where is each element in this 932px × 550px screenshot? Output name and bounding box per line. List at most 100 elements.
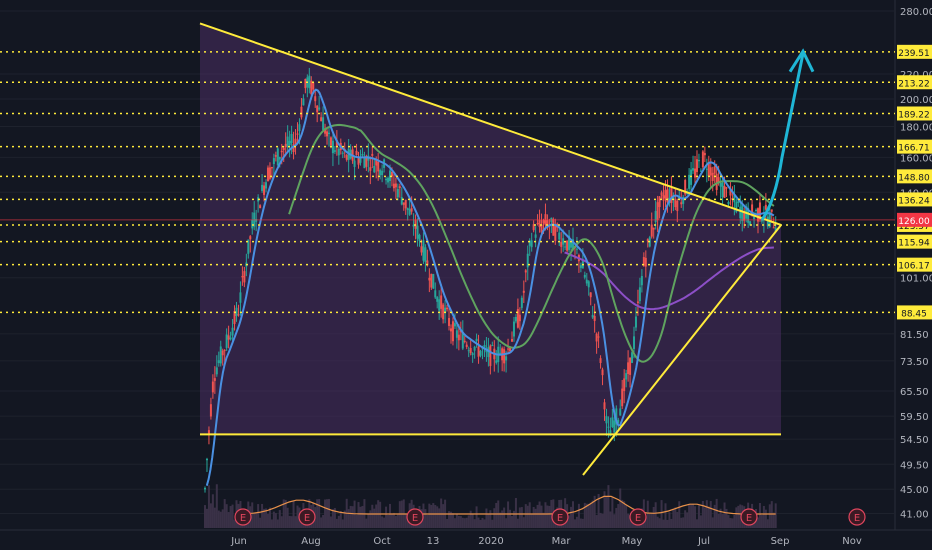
earnings-marker[interactable] xyxy=(740,508,758,526)
candle-body xyxy=(534,234,537,238)
candle-body xyxy=(314,96,317,102)
candle-body xyxy=(302,98,305,106)
candle-body xyxy=(416,225,419,239)
candle-body xyxy=(625,373,628,380)
volume-bar xyxy=(621,499,624,528)
candle-body xyxy=(725,187,728,189)
level-badge-label: 239.51 xyxy=(898,49,930,59)
candle-body xyxy=(511,339,514,342)
volume-bar xyxy=(341,519,344,528)
level-badge xyxy=(897,305,932,320)
volume-bar xyxy=(705,500,708,528)
candle-body xyxy=(375,160,378,166)
candle-body xyxy=(589,292,592,298)
volume-bar xyxy=(735,507,738,528)
volume-bar xyxy=(381,516,384,528)
volume-bar xyxy=(483,519,486,528)
candle-body xyxy=(371,153,374,156)
candle-body xyxy=(215,367,218,375)
volume-bar xyxy=(548,505,551,528)
earnings-marker[interactable] xyxy=(234,508,252,526)
volume-bar xyxy=(449,511,452,528)
candle-body xyxy=(558,232,561,240)
candle-body xyxy=(204,487,207,490)
x-tick-label: Aug xyxy=(301,536,321,547)
candle-body xyxy=(207,430,210,434)
volume-bar xyxy=(701,501,704,528)
candle-body xyxy=(290,133,293,144)
volume-bar xyxy=(572,501,575,528)
candle-body xyxy=(282,147,285,150)
candle-body xyxy=(263,185,266,195)
volume-bar xyxy=(611,497,614,528)
volume-bar xyxy=(652,507,655,528)
volume-bar xyxy=(585,503,588,528)
volume-bar xyxy=(455,513,458,528)
candle-body xyxy=(713,166,716,174)
volume-bar xyxy=(603,491,606,528)
candle-body xyxy=(723,185,726,198)
volume-bar xyxy=(278,510,281,528)
volume-bar xyxy=(259,517,262,528)
candle-body xyxy=(674,199,677,208)
candle-body xyxy=(327,132,330,134)
candle-body xyxy=(255,219,258,222)
candle-body xyxy=(751,204,754,214)
volume-bar xyxy=(225,504,228,528)
candle-body xyxy=(388,170,391,182)
candle-body xyxy=(491,345,494,347)
candle-body xyxy=(294,138,297,145)
candle-body xyxy=(329,137,332,146)
candle-body xyxy=(479,350,482,356)
volume-bar xyxy=(276,519,279,528)
level-badge-label: 123.57 xyxy=(898,222,930,232)
projection-arrow xyxy=(760,48,815,221)
candle-body xyxy=(735,202,738,212)
volume-bar xyxy=(739,504,742,528)
candle-body xyxy=(749,221,752,226)
volume-bar xyxy=(272,511,275,528)
candle-body xyxy=(241,275,244,278)
candle-body xyxy=(666,189,669,203)
candle-body xyxy=(613,420,616,433)
volume-bar xyxy=(516,518,519,528)
volume-bar xyxy=(251,502,254,528)
candle-body xyxy=(642,257,645,266)
earnings-marker[interactable] xyxy=(848,508,866,526)
volume-bar xyxy=(524,504,527,528)
candle-body xyxy=(621,388,624,407)
candle-body xyxy=(546,220,549,228)
volume-bar xyxy=(451,513,454,528)
volume-bar xyxy=(715,498,718,528)
volume-bar xyxy=(284,499,287,528)
earnings-marker[interactable] xyxy=(298,508,316,526)
y-tick-label: 73.50 xyxy=(900,357,929,368)
volume-bar xyxy=(532,506,535,528)
y-tick-label: 81.50 xyxy=(900,330,929,341)
level-badge xyxy=(897,192,932,207)
candle-body xyxy=(420,246,423,253)
x-tick-label: May xyxy=(622,536,643,547)
candle-body xyxy=(719,182,722,187)
volume-bar xyxy=(274,513,277,528)
earnings-marker[interactable] xyxy=(406,508,424,526)
earnings-marker[interactable] xyxy=(629,508,647,526)
candle-body xyxy=(520,297,523,308)
candle-body xyxy=(337,148,340,156)
volume-bar xyxy=(331,509,334,528)
volume-bar xyxy=(213,507,216,528)
volume-bar xyxy=(568,515,571,528)
volume-bar xyxy=(507,501,510,528)
volume-bar xyxy=(430,504,433,528)
volume-bar xyxy=(605,496,608,528)
earnings-marker[interactable] xyxy=(551,508,569,526)
candle-body xyxy=(688,174,691,189)
candle-body xyxy=(251,219,254,229)
candle-body xyxy=(690,169,693,185)
candle-body xyxy=(705,168,708,170)
volume-bar xyxy=(485,508,488,528)
candle-body xyxy=(404,199,407,209)
candle-body xyxy=(530,240,533,248)
candle-body xyxy=(379,170,382,176)
volume-bar xyxy=(766,519,769,528)
